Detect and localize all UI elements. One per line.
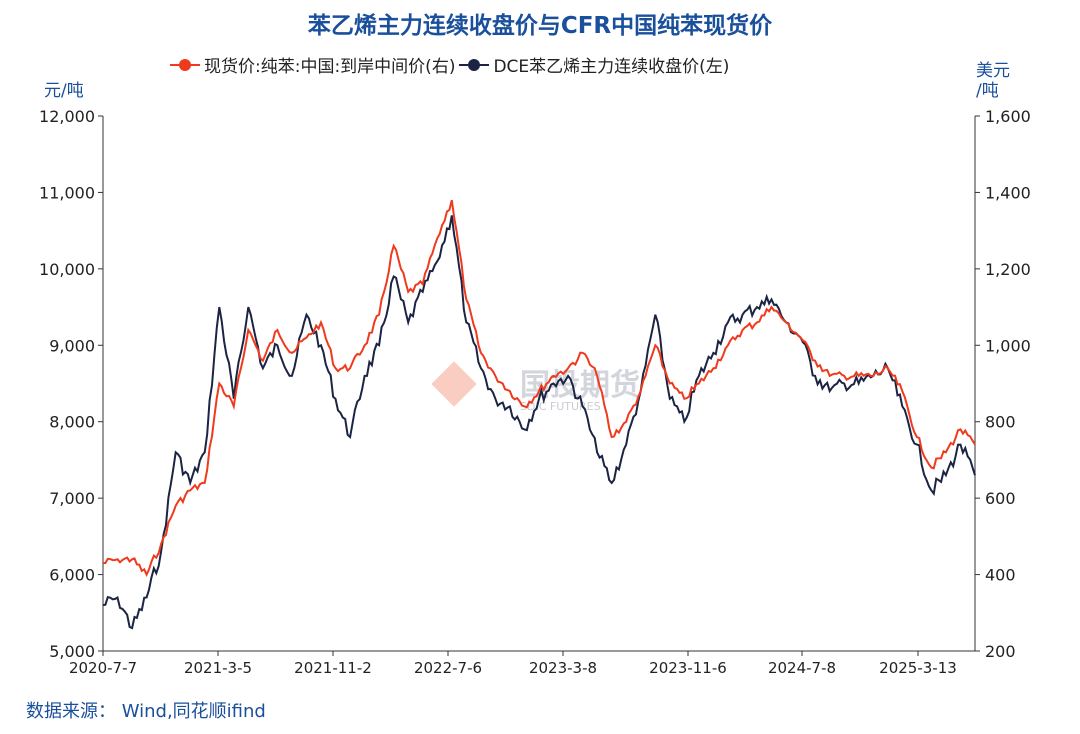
- right-axis-unit-2: /吨: [976, 81, 999, 101]
- source-note: 数据来源： Wind,同花顺ifind: [26, 701, 266, 722]
- left-axis-unit: 元/吨: [44, 81, 84, 101]
- watermark-logo: [431, 361, 477, 407]
- series-line-styrene: [102, 215, 976, 630]
- left-tick-label: 8,000: [49, 413, 95, 432]
- legend-label-benzene: 现货价:纯苯:中国:到岸中间价(右): [204, 57, 456, 77]
- chart-title: 苯乙烯主力连续收盘价与CFR中国纯苯现货价: [307, 13, 773, 39]
- x-tick-label: 2021-3-5: [184, 659, 252, 677]
- right-tick-label: 1,200: [985, 260, 1031, 279]
- x-tick-label: 2024-7-8: [768, 659, 836, 677]
- left-tick-label: 7,000: [49, 489, 95, 508]
- left-tick-label: 6,000: [49, 566, 95, 585]
- right-axis-unit-1: 美元: [976, 61, 1010, 81]
- series-line-benzene: [102, 199, 976, 578]
- right-tick-label: 400: [985, 566, 1016, 585]
- x-tick-label: 2022-7-6: [414, 659, 482, 677]
- legend-label-styrene: DCE苯乙烯主力连续收盘价(左): [493, 57, 730, 77]
- right-tick-label: 1,000: [985, 336, 1031, 355]
- left-tick-label: 12,000: [39, 107, 95, 126]
- left-tick-label: 10,000: [39, 260, 95, 279]
- right-tick-label: 200: [985, 642, 1016, 661]
- legend: 现货价:纯苯:中国:到岸中间价(右) DCE苯乙烯主力连续收盘价(左): [170, 52, 729, 77]
- right-tick-label: 1,600: [985, 107, 1031, 126]
- right-tick-label: 1,400: [985, 183, 1031, 202]
- x-tick-label: 2021-11-2: [294, 659, 372, 677]
- legend-marker-styrene: [459, 58, 490, 71]
- x-tick-label: 2025-3-13: [879, 659, 957, 677]
- left-tick-label: 9,000: [49, 336, 95, 355]
- left-tick-label: 11,000: [39, 183, 95, 202]
- right-tick-label: 800: [985, 413, 1016, 432]
- watermark-sub: SDIC FUTURES: [520, 400, 601, 413]
- x-tick-label: 2020-7-7: [69, 659, 137, 677]
- legend-marker-benzene: [170, 58, 200, 71]
- x-tick-label: 2023-3-8: [529, 659, 597, 677]
- right-tick-label: 600: [985, 489, 1016, 508]
- left-tick-label: 5,000: [49, 642, 95, 661]
- x-tick-label: 2023-11-6: [649, 659, 727, 677]
